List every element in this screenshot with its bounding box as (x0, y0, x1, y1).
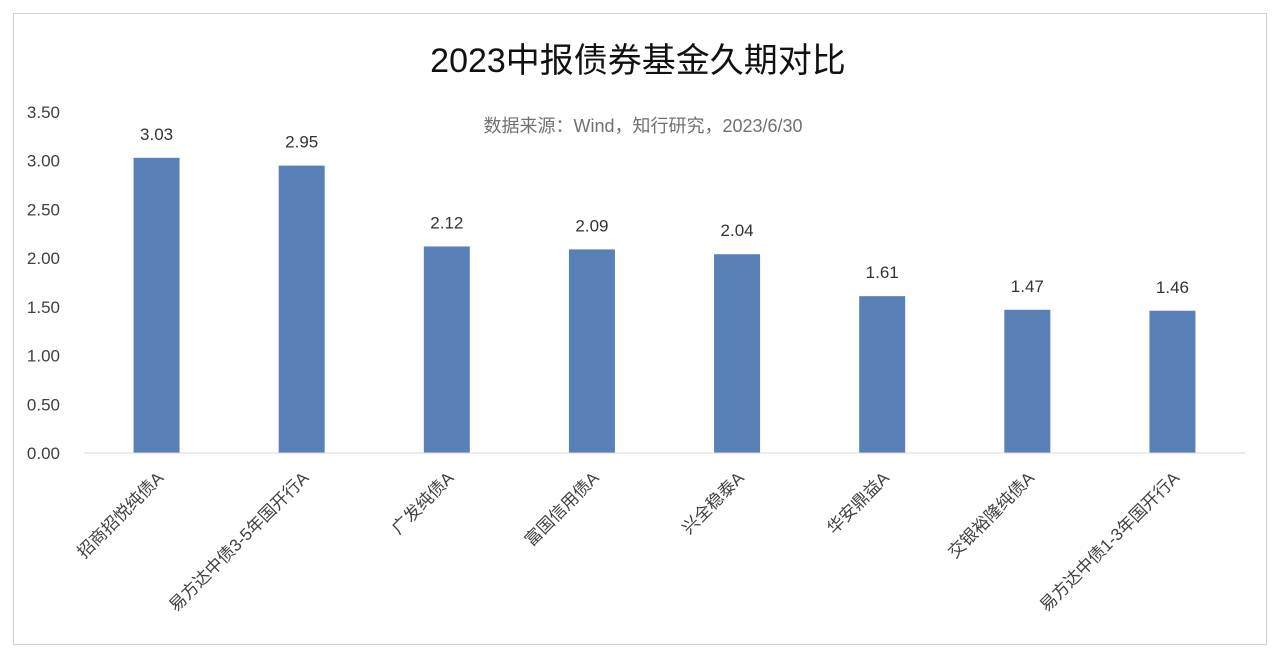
bar (714, 254, 761, 453)
x-tick-label: 广发纯债A (388, 468, 458, 538)
data-label: 2.12 (430, 213, 463, 232)
y-tick-label: 0.50 (27, 395, 60, 414)
x-tick-label: 易方达中债3-5年国开行A (165, 468, 312, 615)
y-tick-label: 3.00 (27, 152, 60, 171)
bars-group (133, 157, 1196, 454)
y-tick-label: 1.50 (27, 298, 60, 317)
bar (278, 165, 325, 454)
data-label: 2.04 (721, 221, 754, 240)
bar (423, 246, 470, 453)
x-tick-label: 招商招悦纯债A (74, 468, 168, 562)
x-tick-label: 兴全稳泰A (678, 468, 748, 538)
x-tick-label: 交银裕隆纯债A (945, 468, 1039, 562)
bar (859, 296, 906, 453)
x-tick-label: 易方达中债1-3年国开行A (1036, 468, 1183, 615)
bar (1149, 310, 1196, 453)
chart-subtitle: 数据来源：Wind，知行研究，2023/6/30 (483, 116, 802, 136)
y-tick-label: 3.50 (27, 103, 60, 122)
x-tick-label: 富国信用债A (521, 468, 603, 550)
y-axis: 0.00 0.50 1.00 1.50 2.00 2.50 3.00 3.50 (27, 103, 60, 463)
chart-frame (13, 13, 1267, 645)
data-label: 2.95 (285, 133, 318, 152)
y-tick-label: 2.50 (27, 200, 60, 219)
y-tick-label: 2.00 (27, 249, 60, 268)
data-label: 2.09 (575, 216, 608, 235)
data-label: 1.61 (866, 263, 899, 282)
y-tick-label: 0.00 (27, 444, 60, 463)
bar (568, 249, 615, 453)
bar (133, 157, 180, 453)
x-tick-label: 华安鼎益A (823, 468, 893, 538)
data-label: 3.03 (140, 125, 173, 144)
data-label: 1.46 (1156, 278, 1189, 297)
data-labels-group: 3.03 2.95 2.12 2.09 2.04 1.61 1.47 1.46 (140, 125, 1189, 297)
data-label: 1.47 (1011, 277, 1044, 296)
chart-title: 2023中报债券基金久期对比 (430, 42, 846, 80)
y-tick-label: 1.00 (27, 347, 60, 366)
bar (1004, 309, 1051, 453)
